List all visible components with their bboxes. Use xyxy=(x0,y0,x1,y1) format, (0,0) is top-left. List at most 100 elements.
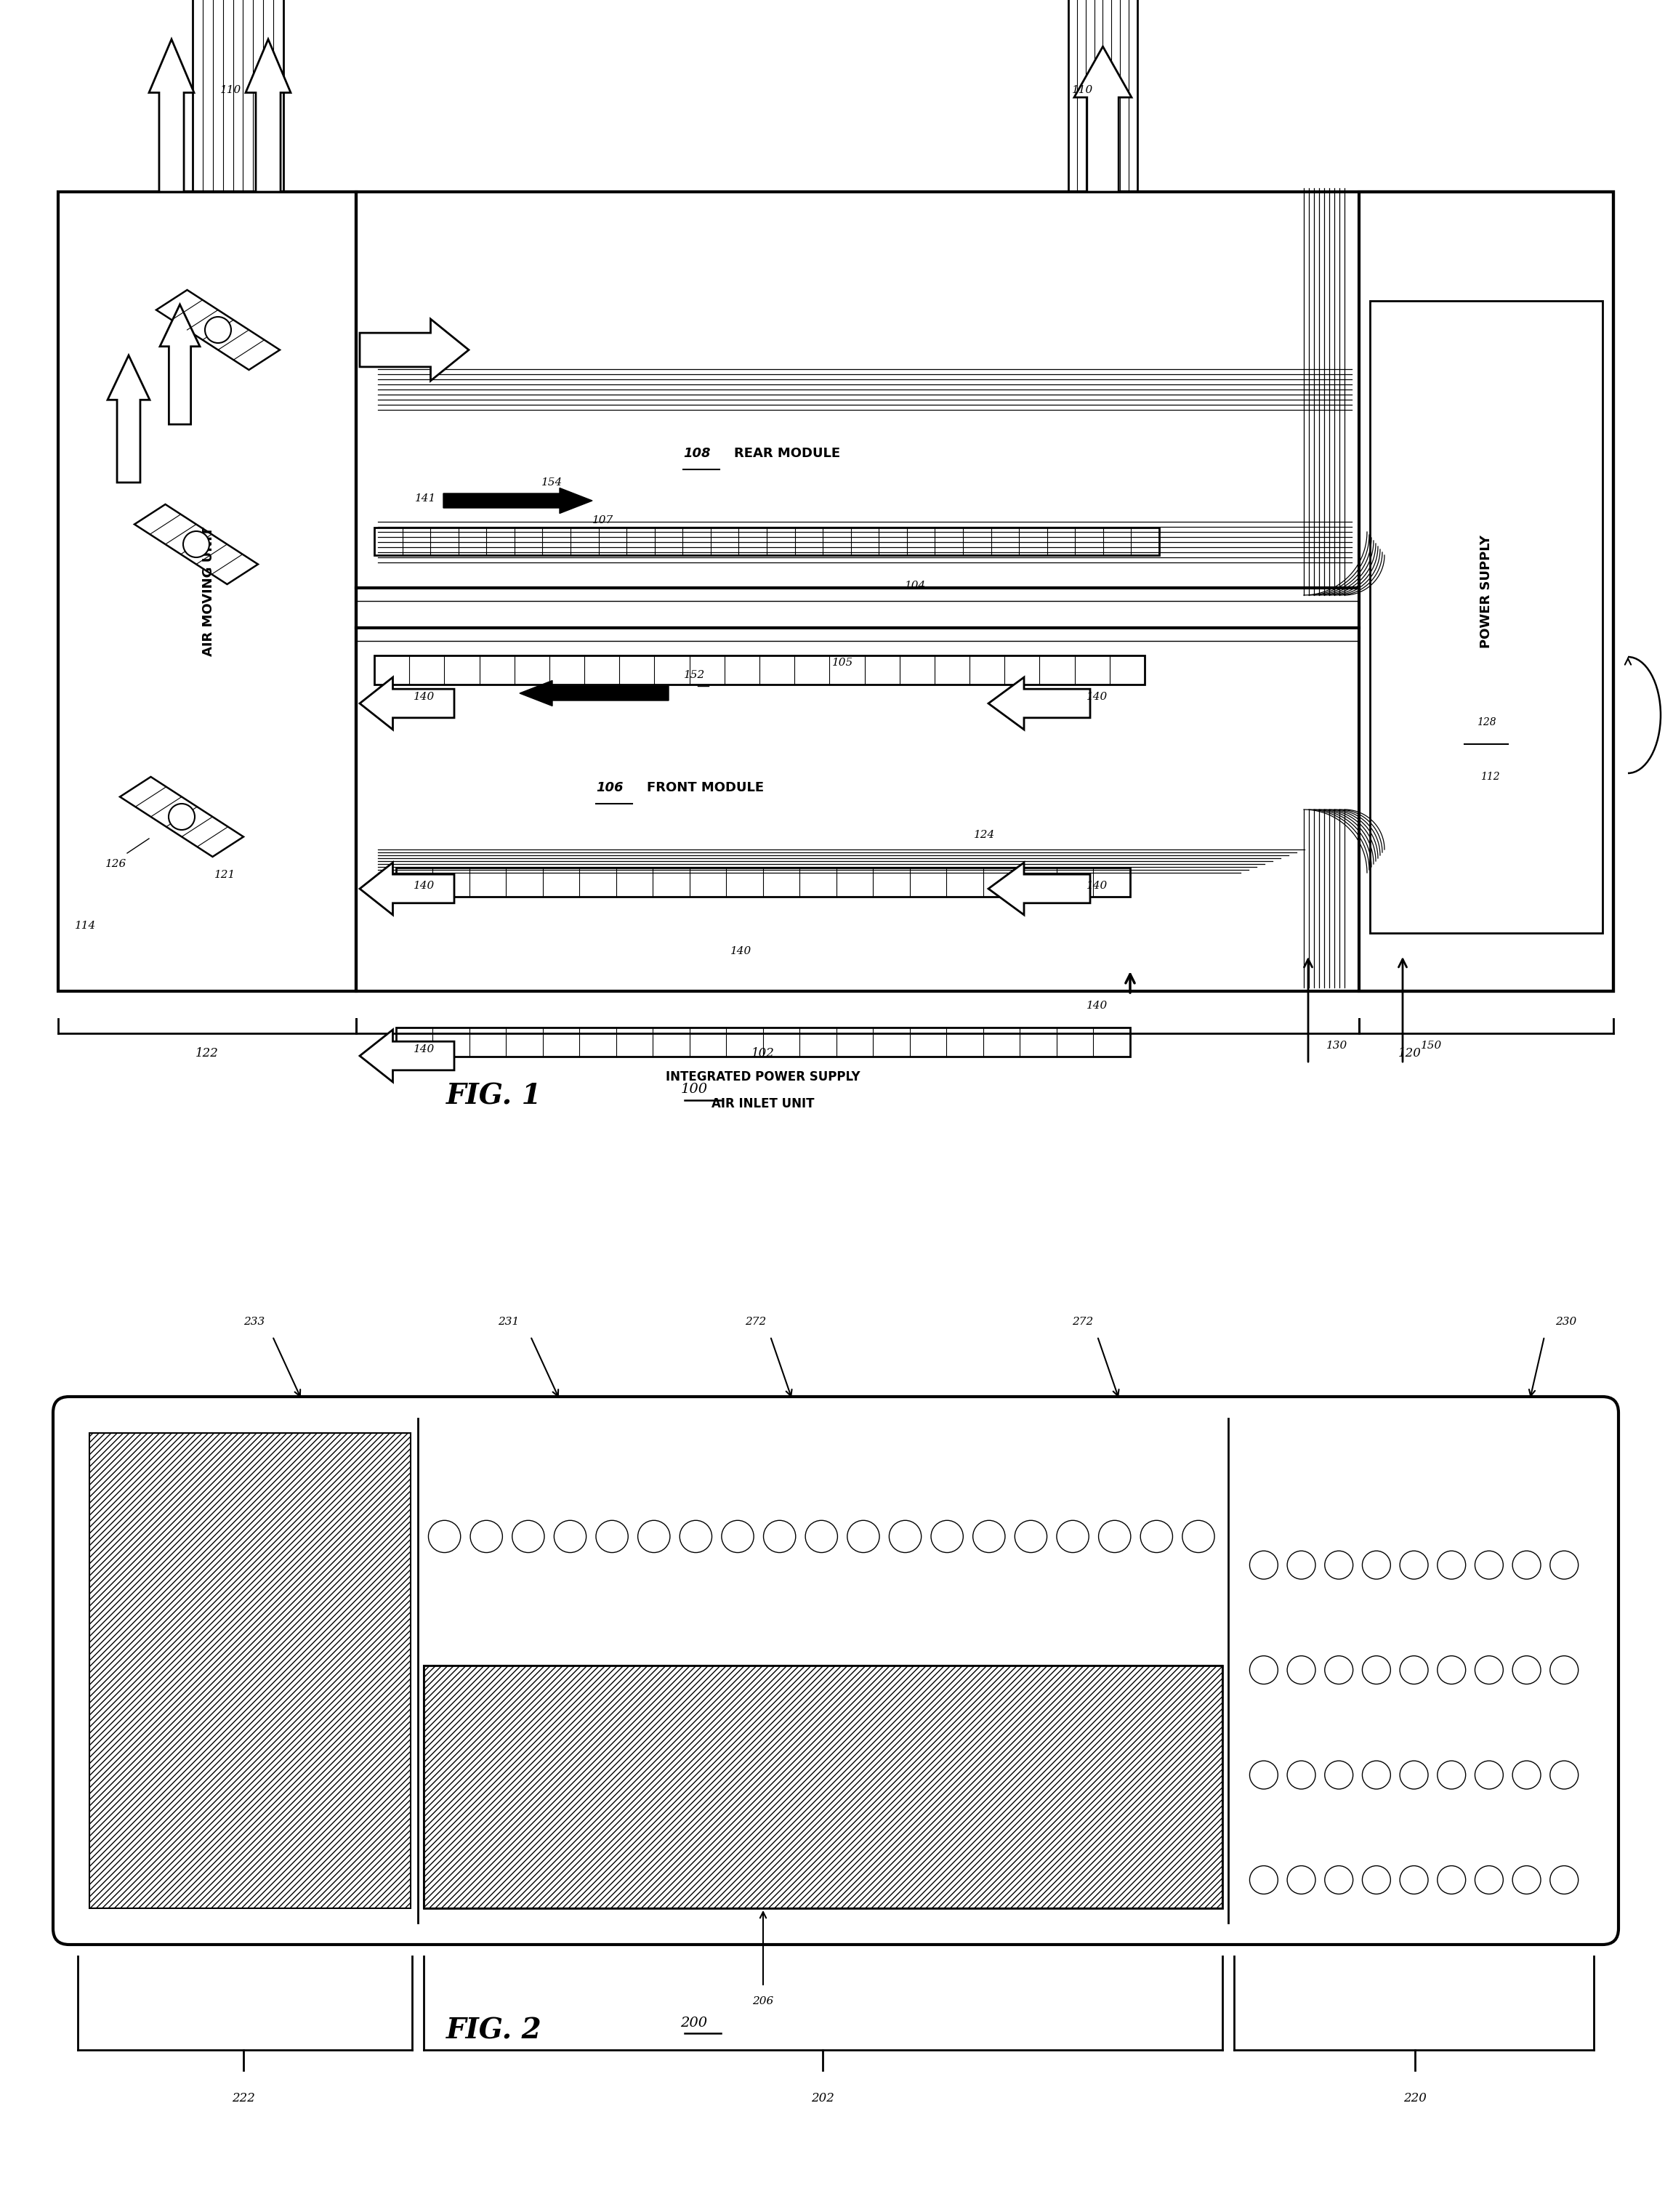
Text: FIG. 1: FIG. 1 xyxy=(447,1082,542,1110)
Text: 130: 130 xyxy=(1327,1040,1348,1051)
Circle shape xyxy=(1183,1520,1215,1553)
Text: INTEGRATED POWER SUPPLY: INTEGRATED POWER SUPPLY xyxy=(666,1071,860,1084)
Circle shape xyxy=(1287,1761,1315,1790)
Text: 110: 110 xyxy=(221,84,241,95)
Polygon shape xyxy=(149,40,194,192)
Polygon shape xyxy=(107,356,149,482)
Circle shape xyxy=(679,1520,713,1553)
Text: 230: 230 xyxy=(1556,1316,1576,1327)
Text: 107: 107 xyxy=(592,515,614,526)
Circle shape xyxy=(1325,1551,1353,1579)
Bar xyxy=(375,529,1159,555)
Bar xyxy=(356,192,1613,991)
Circle shape xyxy=(763,1520,796,1553)
Bar xyxy=(1358,192,1613,991)
Circle shape xyxy=(1362,1865,1390,1893)
Circle shape xyxy=(1476,1657,1502,1683)
Text: 154: 154 xyxy=(542,478,564,487)
Text: 106: 106 xyxy=(596,781,624,794)
Text: FRONT MODULE: FRONT MODULE xyxy=(647,781,765,794)
Circle shape xyxy=(1016,1520,1047,1553)
Circle shape xyxy=(1141,1520,1173,1553)
Circle shape xyxy=(1476,1551,1502,1579)
Text: REAR MODULE: REAR MODULE xyxy=(734,447,840,460)
Circle shape xyxy=(847,1520,880,1553)
Text: POWER SUPPLY: POWER SUPPLY xyxy=(1479,535,1492,648)
Text: 152: 152 xyxy=(684,670,704,679)
Text: 140: 140 xyxy=(1087,1000,1108,1011)
Circle shape xyxy=(1362,1657,1390,1683)
Polygon shape xyxy=(161,305,199,425)
Polygon shape xyxy=(360,1031,455,1082)
Circle shape xyxy=(1362,1551,1390,1579)
Polygon shape xyxy=(1074,46,1131,192)
Text: 220: 220 xyxy=(1404,2093,1427,2104)
Circle shape xyxy=(1512,1657,1541,1683)
Text: 114: 114 xyxy=(75,920,97,931)
Circle shape xyxy=(1437,1761,1466,1790)
Polygon shape xyxy=(360,677,455,730)
Circle shape xyxy=(930,1520,964,1553)
Circle shape xyxy=(1250,1865,1278,1893)
Circle shape xyxy=(169,803,194,830)
Circle shape xyxy=(1400,1761,1429,1790)
Circle shape xyxy=(1250,1657,1278,1683)
Text: 272: 272 xyxy=(1072,1316,1094,1327)
Text: 140: 140 xyxy=(731,947,751,956)
Text: 105: 105 xyxy=(833,657,853,668)
Circle shape xyxy=(1437,1551,1466,1579)
Bar xyxy=(1370,301,1603,933)
Circle shape xyxy=(1437,1865,1466,1893)
Text: 202: 202 xyxy=(811,2093,835,2104)
Circle shape xyxy=(1512,1551,1541,1579)
Circle shape xyxy=(1057,1520,1089,1553)
Text: 140: 140 xyxy=(1087,692,1108,701)
Bar xyxy=(89,1433,410,1909)
Circle shape xyxy=(1400,1551,1429,1579)
Circle shape xyxy=(1287,1551,1315,1579)
Circle shape xyxy=(1512,1865,1541,1893)
Polygon shape xyxy=(360,863,455,916)
Circle shape xyxy=(637,1520,669,1553)
Circle shape xyxy=(1549,1657,1578,1683)
Text: 120: 120 xyxy=(1399,1046,1422,1060)
Circle shape xyxy=(1549,1551,1578,1579)
Bar xyxy=(423,1666,1223,1909)
Text: AIR INLET UNIT: AIR INLET UNIT xyxy=(711,1097,815,1110)
Circle shape xyxy=(470,1520,502,1553)
Text: 140: 140 xyxy=(413,880,435,891)
Text: 206: 206 xyxy=(753,1995,773,2006)
Circle shape xyxy=(1287,1657,1315,1683)
Text: 121: 121 xyxy=(214,869,236,880)
Text: 141: 141 xyxy=(415,493,437,504)
Polygon shape xyxy=(120,776,244,856)
Text: 124: 124 xyxy=(974,830,995,841)
Text: 122: 122 xyxy=(196,1046,219,1060)
Circle shape xyxy=(888,1520,922,1553)
Circle shape xyxy=(805,1520,838,1553)
Polygon shape xyxy=(989,677,1091,730)
Polygon shape xyxy=(134,504,258,584)
Polygon shape xyxy=(360,319,468,380)
Polygon shape xyxy=(989,863,1091,916)
FancyArrow shape xyxy=(443,489,592,513)
Circle shape xyxy=(1287,1865,1315,1893)
Circle shape xyxy=(428,1520,460,1553)
Text: 102: 102 xyxy=(751,1046,775,1060)
Circle shape xyxy=(1250,1551,1278,1579)
Text: 110: 110 xyxy=(1072,84,1094,95)
Bar xyxy=(423,1666,1223,1909)
Text: 231: 231 xyxy=(499,1316,519,1327)
Circle shape xyxy=(1362,1761,1390,1790)
Circle shape xyxy=(1325,1761,1353,1790)
Bar xyxy=(397,1029,1129,1057)
Circle shape xyxy=(1549,1865,1578,1893)
Text: 112: 112 xyxy=(1481,772,1499,781)
Text: 140: 140 xyxy=(413,1044,435,1055)
Bar xyxy=(397,867,1129,896)
Text: 128: 128 xyxy=(1477,717,1496,728)
Circle shape xyxy=(1325,1657,1353,1683)
Text: 140: 140 xyxy=(1087,880,1108,891)
Circle shape xyxy=(206,316,231,343)
Text: 104: 104 xyxy=(905,580,927,591)
